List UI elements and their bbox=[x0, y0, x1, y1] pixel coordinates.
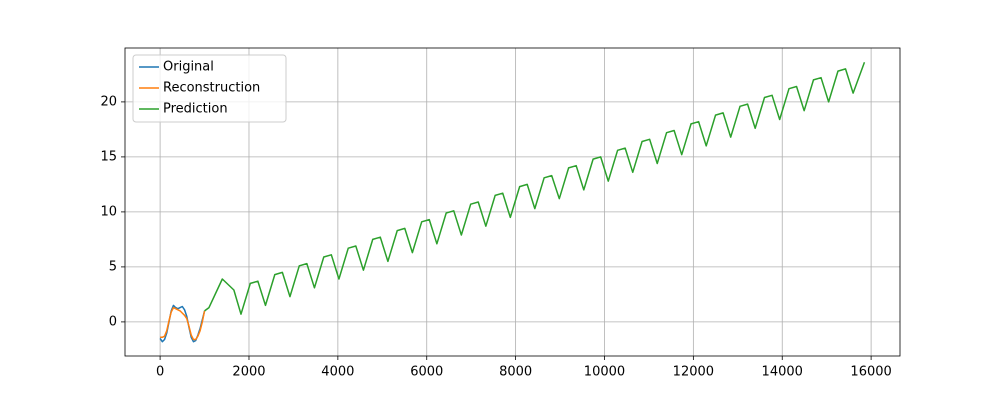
y-tick-label: 10 bbox=[100, 204, 117, 219]
legend-label: Reconstruction bbox=[163, 81, 260, 96]
line bbox=[204, 62, 866, 315]
x-tick-label: 16000 bbox=[850, 365, 891, 380]
x-tick-label: 10000 bbox=[584, 365, 625, 380]
legend-box bbox=[132, 54, 287, 123]
legend-label: Original bbox=[163, 60, 214, 75]
x-tick-label: 8000 bbox=[499, 365, 532, 380]
x-tick-label: 6000 bbox=[410, 365, 443, 380]
x-tick-label: 12000 bbox=[673, 365, 714, 380]
y-tick-label: 5 bbox=[109, 259, 117, 274]
y-tick-label: 20 bbox=[100, 94, 117, 109]
x-tick-label: 0 bbox=[156, 365, 164, 380]
x-tick-label: 4000 bbox=[321, 365, 354, 380]
legend-label: Prediction bbox=[163, 102, 228, 117]
y-tick-label: 0 bbox=[109, 314, 117, 329]
line bbox=[160, 306, 206, 341]
x-tick-label: 2000 bbox=[232, 365, 265, 380]
axes-frame bbox=[124, 47, 901, 357]
x-tick-label: 14000 bbox=[762, 365, 803, 380]
y-tick-label: 15 bbox=[100, 149, 117, 164]
